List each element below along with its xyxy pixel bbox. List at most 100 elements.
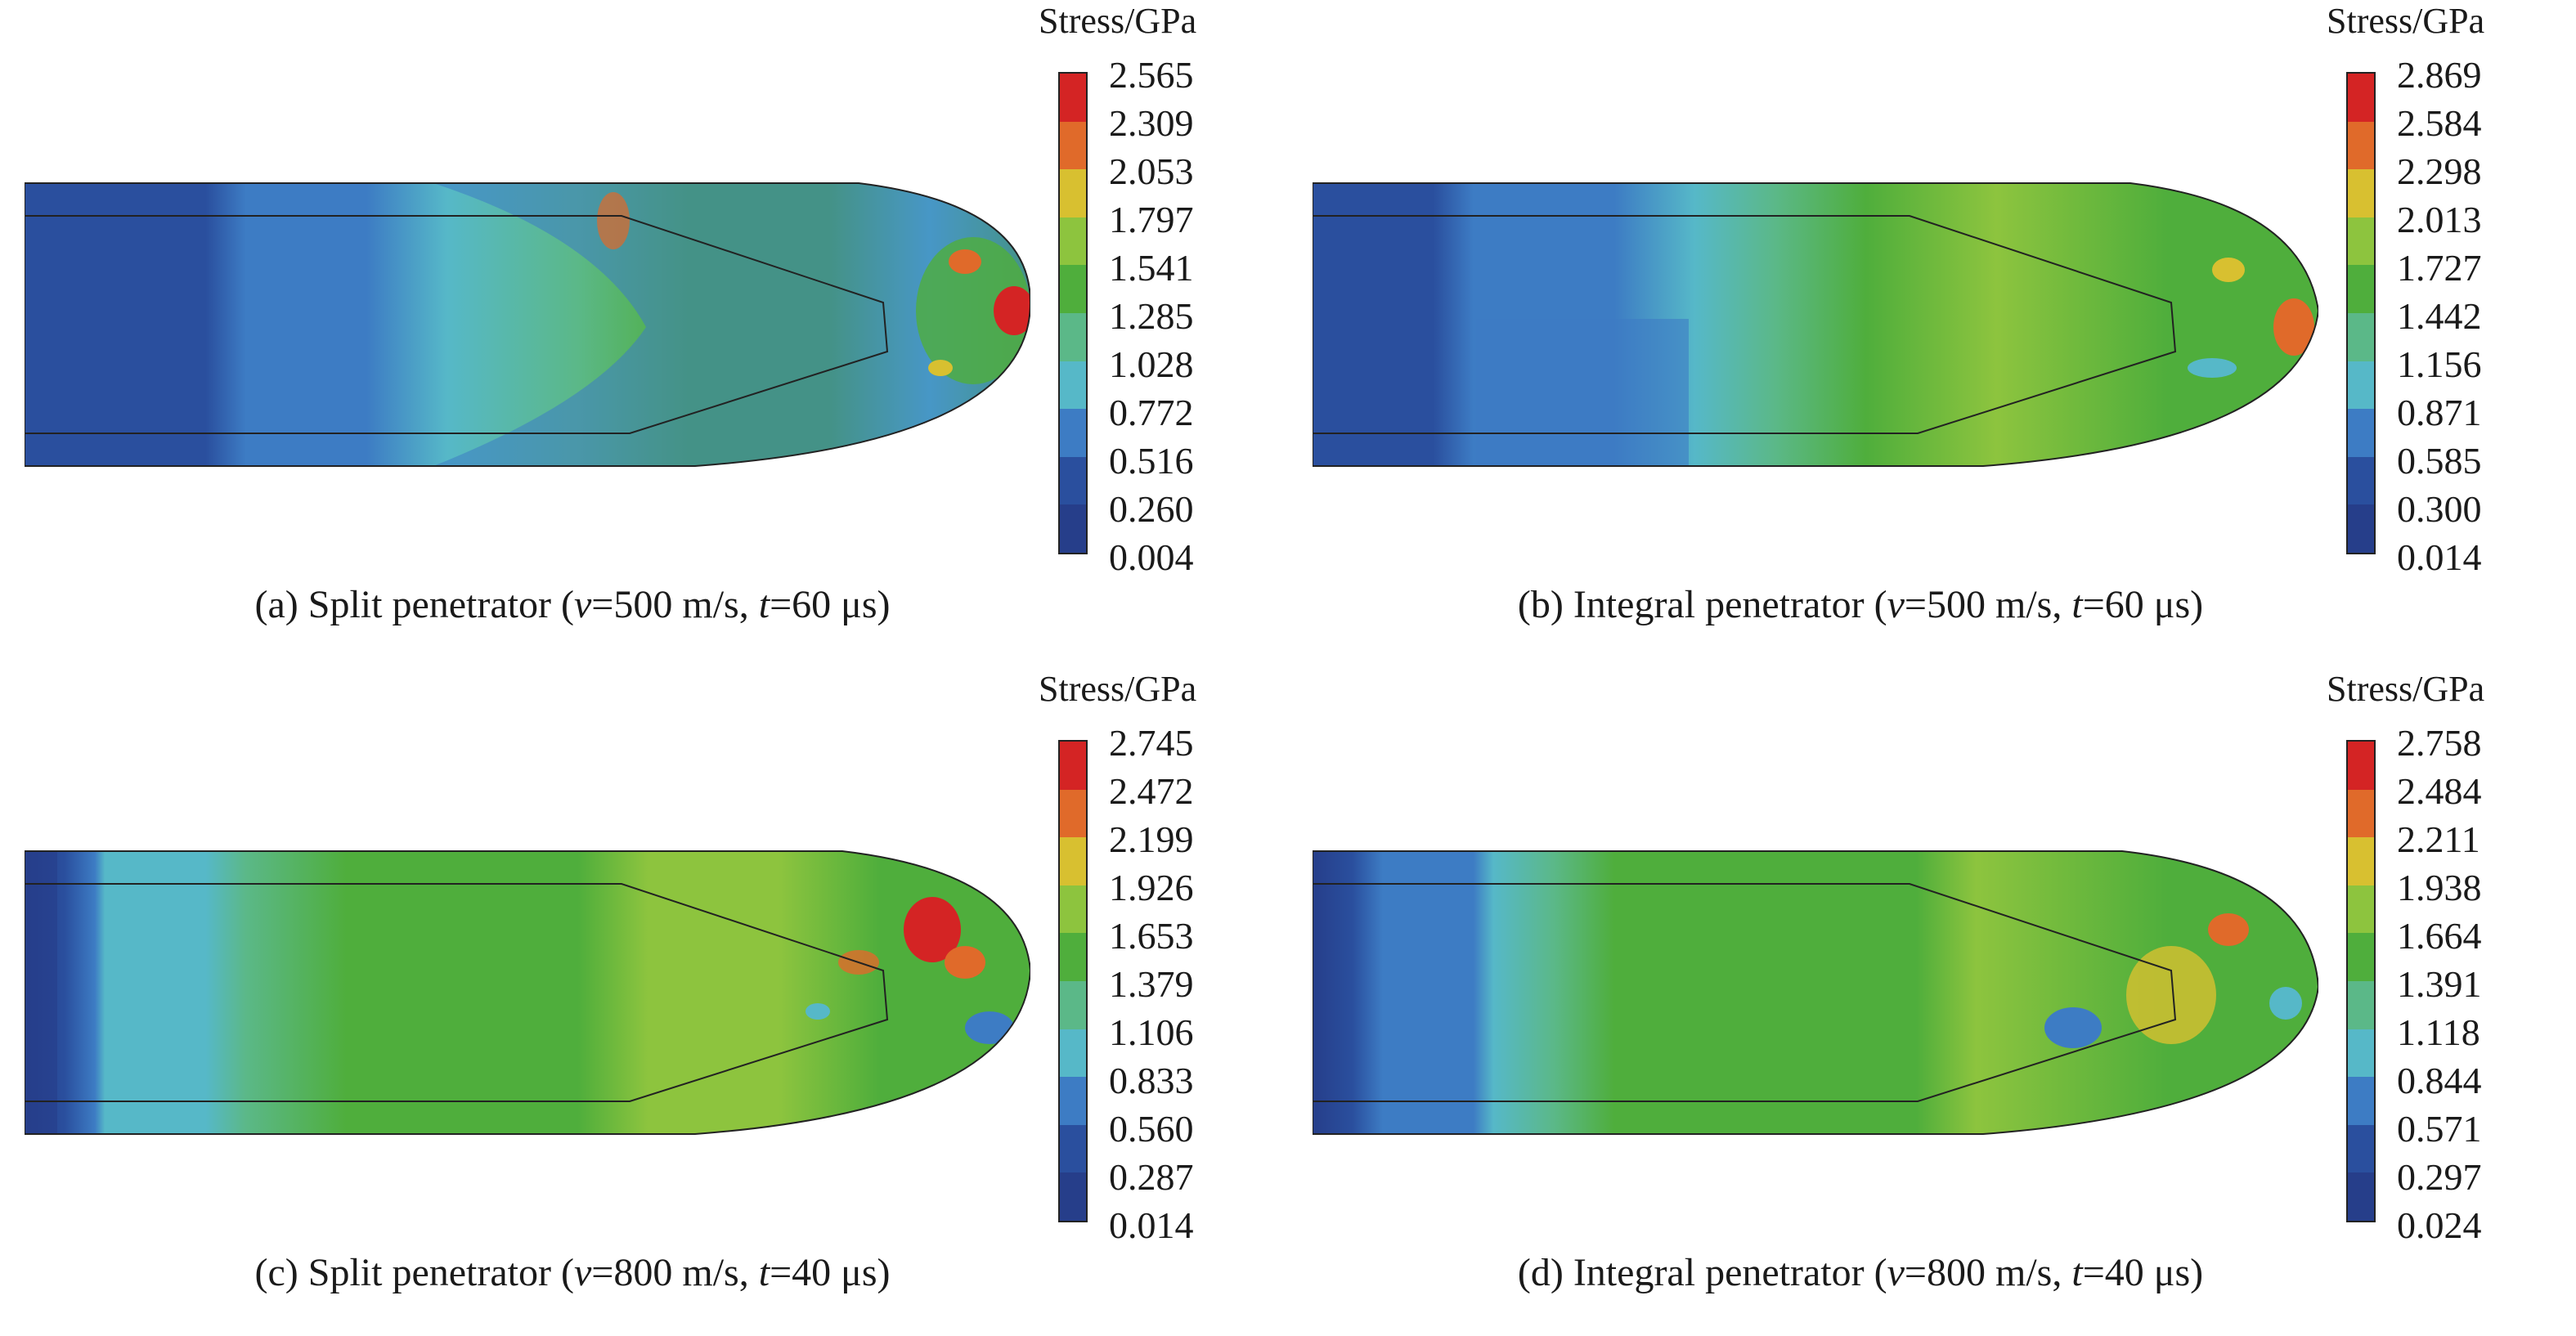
colorbar-tick-label: 2.013	[2397, 199, 2482, 240]
colorbar-tick-label: 1.442	[2397, 295, 2482, 337]
colorbar-tick-label: 2.758	[2397, 722, 2482, 764]
colorbar-tick-label: 2.211	[2397, 818, 2480, 860]
colorbar-tick-label: 1.028	[1109, 343, 1194, 385]
colorbar-segment	[2348, 1077, 2374, 1125]
colorbar-tick-label: 0.571	[2397, 1108, 2482, 1150]
colorbar-tick-label: 1.541	[1109, 247, 1194, 289]
colorbar-tick-label: 1.118	[2397, 1011, 2480, 1053]
colorbar-tick-label: 2.484	[2397, 770, 2482, 812]
panel-a: Stress/GPa 2.565 2.309 2.053 1.797 1.541…	[0, 0, 1288, 668]
colorbar-tick-label: 2.745	[1109, 722, 1194, 764]
colorbar	[2346, 740, 2376, 1222]
caption: (a) Split penetrator (v=500 m/s, t=60 μs…	[254, 583, 891, 626]
colorbar-tick-label: 1.379	[1109, 963, 1194, 1005]
colorbar	[1058, 72, 1088, 554]
panel-b: Stress/GPa 2.869 2.584 2.298 2.013 1.727…	[1288, 0, 2576, 668]
colorbar-tick-label: 1.653	[1109, 915, 1194, 957]
colorbar-segment	[2348, 74, 2374, 122]
colorbar-tick-label: 0.585	[2397, 440, 2482, 482]
colorbar-segment	[2348, 789, 2374, 838]
colorbar-tick-label: 0.833	[1109, 1060, 1194, 1101]
colorbar-title: Stress/GPa	[1039, 1, 1197, 41]
colorbar-tick-label: 1.926	[1109, 867, 1194, 908]
colorbar-tick-label: 1.727	[2397, 247, 2482, 289]
caption: (d) Integral penetrator (v=800 m/s, t=40…	[1517, 1251, 2204, 1294]
colorbar-tick-label: 0.260	[1109, 488, 1194, 530]
colorbar-tick-label: 0.516	[1109, 440, 1194, 482]
colorbar-title: Stress/GPa	[1039, 669, 1197, 709]
colorbar-tick-label: 2.199	[1109, 818, 1194, 860]
colorbar-segment	[1060, 885, 1086, 934]
colorbar-segment	[1060, 121, 1086, 170]
colorbar-segment	[1060, 980, 1086, 1029]
colorbar-segment	[2348, 885, 2374, 934]
colorbar-segment	[2348, 1124, 2374, 1173]
colorbar-tick-label: 1.156	[2397, 343, 2482, 385]
colorbar-segment	[1060, 504, 1086, 553]
colorbar-tick-label: 0.024	[2397, 1204, 2482, 1246]
colorbar-segment	[1060, 361, 1086, 410]
colorbar-segment	[1060, 74, 1086, 122]
colorbar-segment	[2348, 265, 2374, 313]
colorbar-segment	[1060, 933, 1086, 981]
colorbar-tick-label: 0.297	[2397, 1156, 2482, 1198]
colorbar-segment	[1060, 1029, 1086, 1078]
colorbar-segment	[2348, 837, 2374, 885]
colorbar-tick-label: 2.584	[2397, 102, 2482, 144]
colorbar-segment	[1060, 312, 1086, 361]
colorbar-segment	[2348, 933, 2374, 981]
colorbar-tick-label: 2.565	[1109, 54, 1194, 96]
colorbar-tick-label: 2.309	[1109, 102, 1194, 144]
colorbar-segment	[1060, 742, 1086, 790]
colorbar-tick-label: 0.871	[2397, 392, 2482, 433]
colorbar-tick-label: 1.797	[1109, 199, 1194, 240]
colorbar-segment	[2348, 1029, 2374, 1078]
colorbar-tick-label: 0.004	[1109, 536, 1194, 578]
colorbar-segment	[1060, 169, 1086, 217]
colorbar-segment	[2348, 742, 2374, 790]
colorbar-title: Stress/GPa	[2327, 669, 2485, 709]
panel-c: Stress/GPa 2.745 2.472 2.199 1.926 1.653…	[0, 668, 1288, 1336]
colorbar-segment	[2348, 121, 2374, 170]
colorbar-segment	[2348, 1172, 2374, 1221]
colorbar-tick-label: 1.391	[2397, 963, 2482, 1005]
colorbar-segment	[2348, 504, 2374, 553]
colorbar-tick-label: 2.869	[2397, 54, 2482, 96]
colorbar-segment	[1060, 837, 1086, 885]
colorbar-segment	[1060, 1124, 1086, 1173]
colorbar-segment	[1060, 217, 1086, 266]
colorbar-segment	[2348, 980, 2374, 1029]
colorbar-segment	[1060, 789, 1086, 838]
colorbar-segment	[1060, 1172, 1086, 1221]
colorbar-segment	[2348, 456, 2374, 505]
colorbar-segment	[1060, 265, 1086, 313]
colorbar-segment	[2348, 361, 2374, 410]
caption: (c) Split penetrator (v=800 m/s, t=40 μs…	[254, 1251, 891, 1294]
stress-contour-plot-a	[25, 172, 1030, 474]
colorbar-segment	[1060, 456, 1086, 505]
colorbar-tick-label: 1.106	[1109, 1011, 1194, 1053]
colorbar-segment	[2348, 169, 2374, 217]
colorbar	[1058, 740, 1088, 1222]
panel-d: Stress/GPa 2.758 2.484 2.211 1.938 1.664…	[1288, 668, 2576, 1336]
colorbar	[2346, 72, 2376, 554]
stress-contour-plot-b	[1313, 172, 2318, 474]
stress-contour-plot-c	[25, 840, 1030, 1142]
colorbar-tick-label: 2.472	[1109, 770, 1194, 812]
colorbar-tick-label: 0.300	[2397, 488, 2482, 530]
colorbar-tick-label: 2.298	[2397, 150, 2482, 192]
colorbar-tick-label: 1.664	[2397, 915, 2482, 957]
stress-contour-plot-d	[1313, 840, 2318, 1142]
colorbar-title: Stress/GPa	[2327, 1, 2485, 41]
colorbar-tick-label: 0.772	[1109, 392, 1194, 433]
colorbar-tick-label: 1.938	[2397, 867, 2482, 908]
colorbar-segment	[1060, 409, 1086, 457]
colorbar-segment	[2348, 409, 2374, 457]
colorbar-tick-label: 2.053	[1109, 150, 1194, 192]
colorbar-tick-label: 0.014	[2397, 536, 2482, 578]
colorbar-tick-label: 1.285	[1109, 295, 1194, 337]
colorbar-tick-label: 0.014	[1109, 1204, 1194, 1246]
caption: (b) Integral penetrator (v=500 m/s, t=60…	[1517, 583, 2204, 626]
colorbar-tick-label: 0.287	[1109, 1156, 1194, 1198]
colorbar-segment	[2348, 217, 2374, 266]
